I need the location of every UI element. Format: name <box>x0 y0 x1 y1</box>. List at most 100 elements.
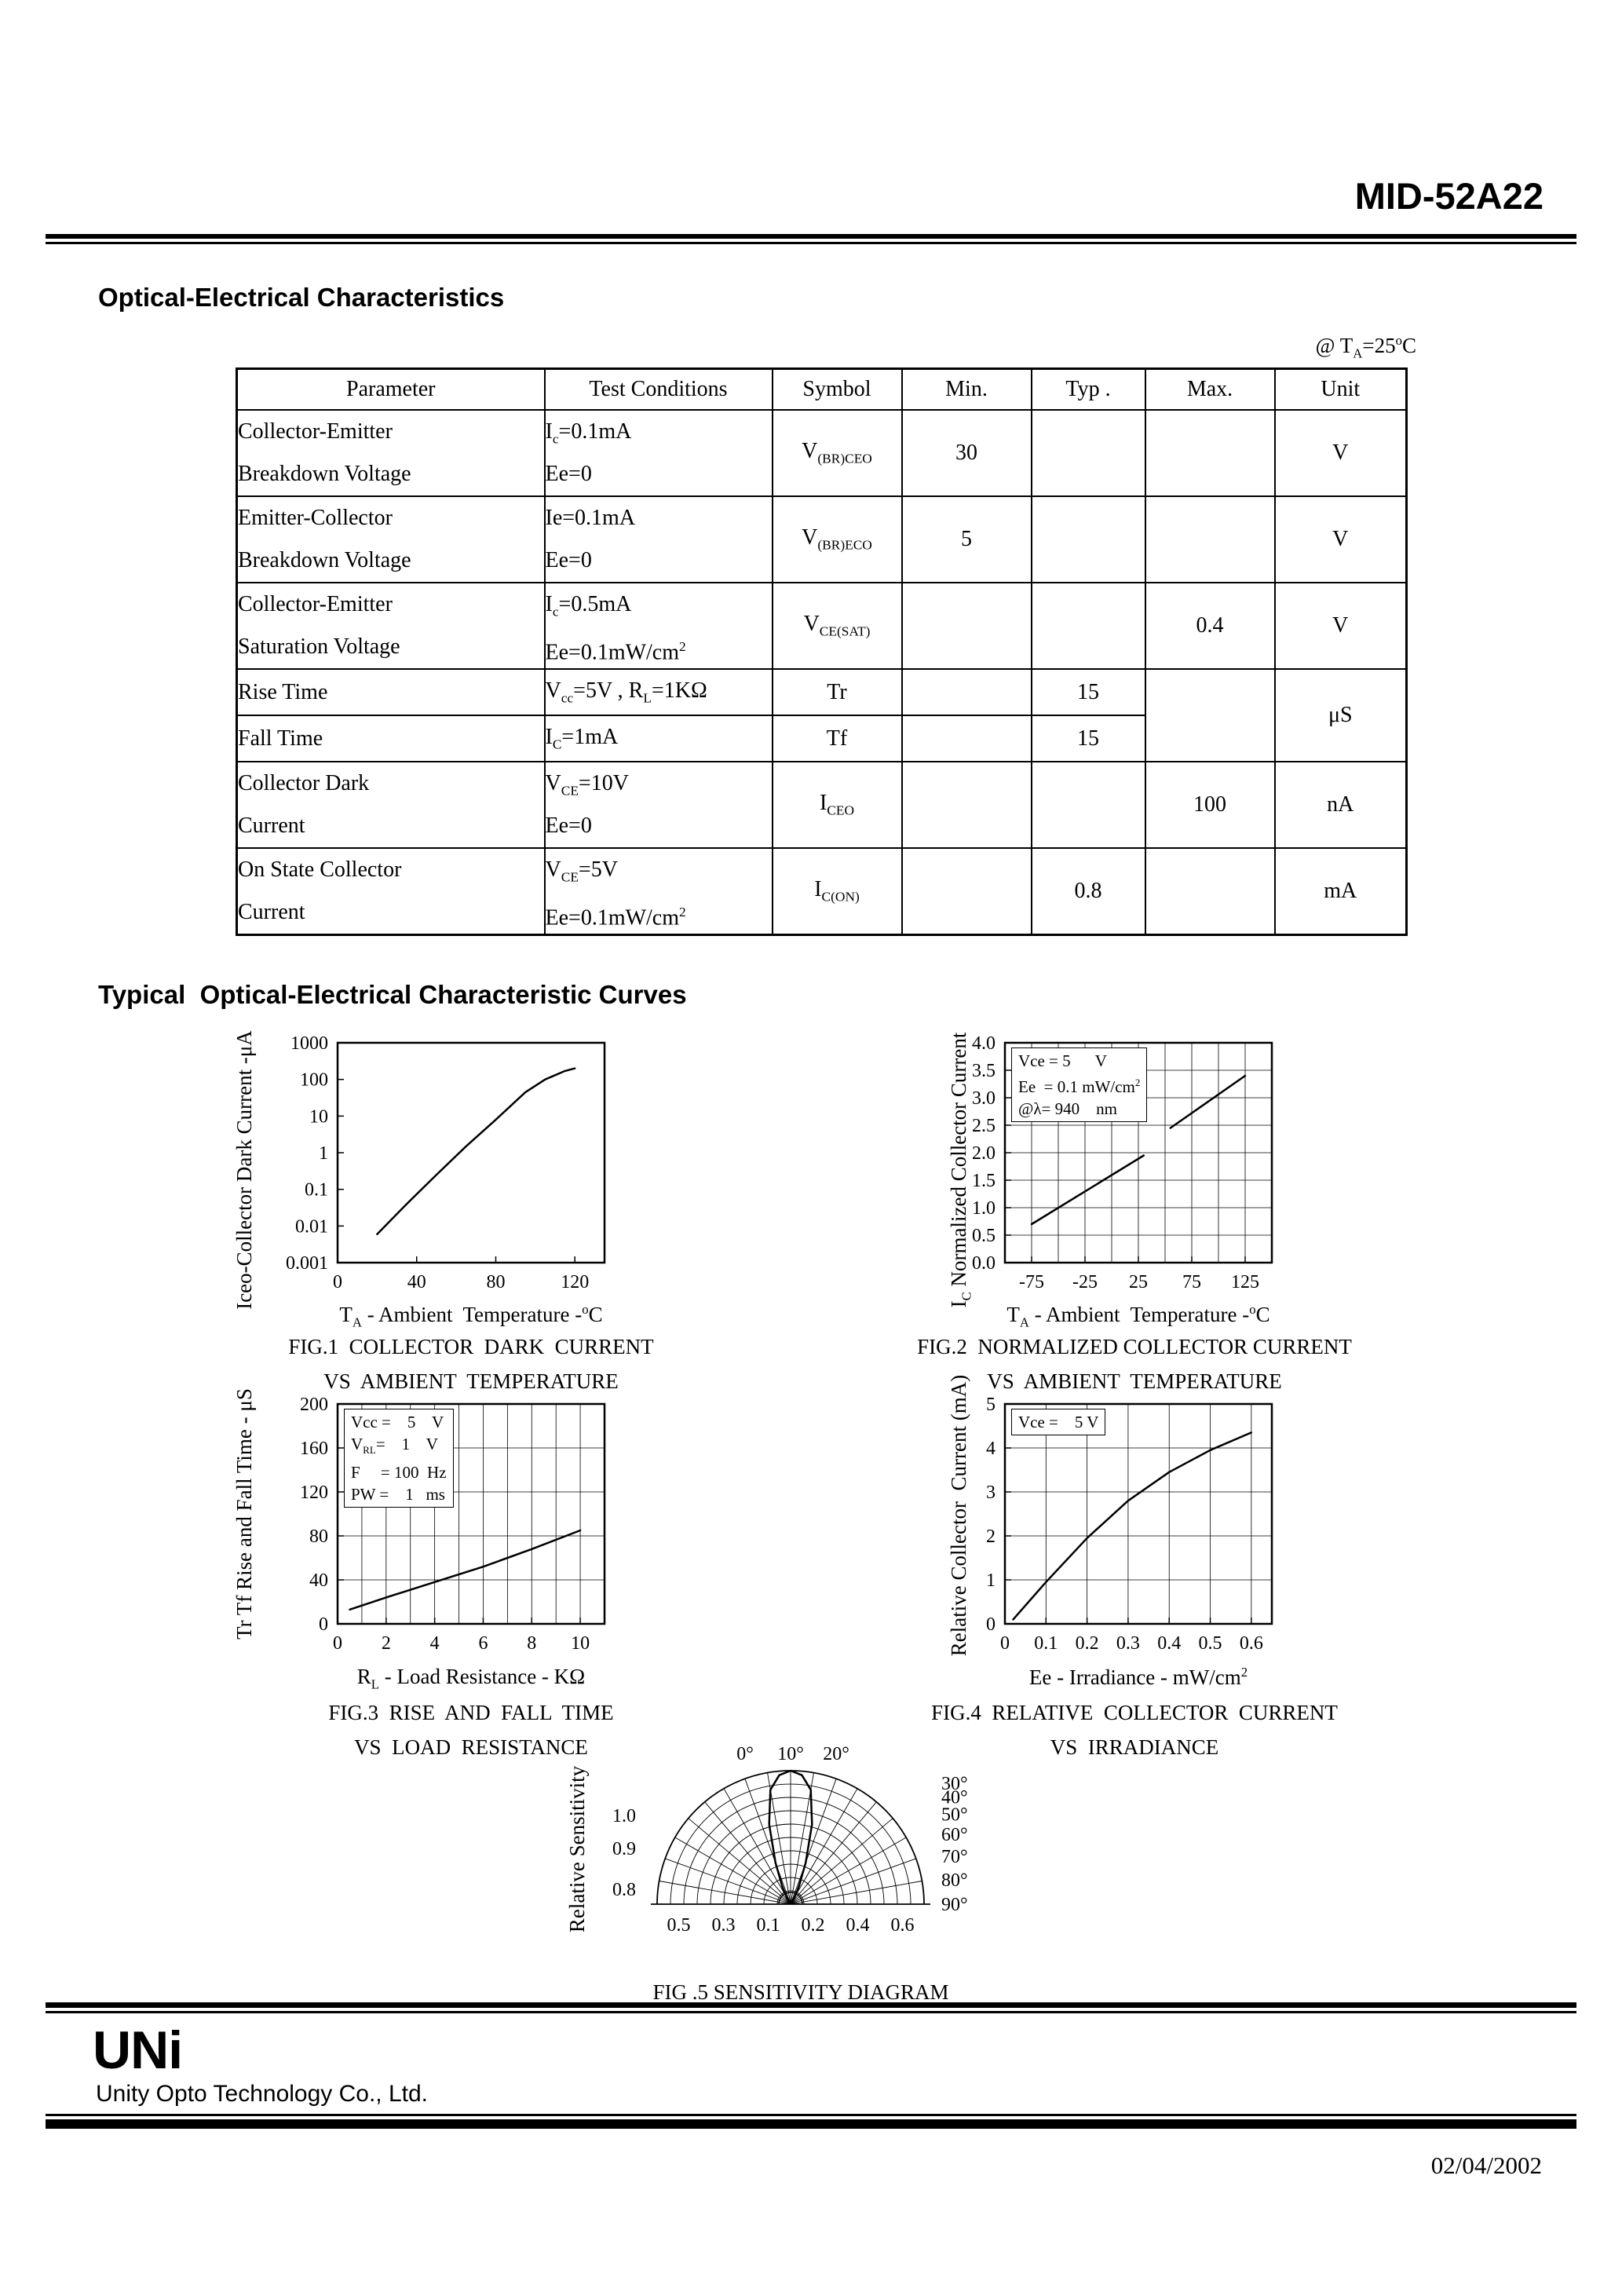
cell-parameter: Rise Time <box>236 668 546 716</box>
table-row: Fall Time IC=1mA Tf 15 <box>236 715 1407 762</box>
fig4-chart: 0 0.1 0.2 0.3 0.4 0.5 0.6 5 4 3 2 1 0 Vce = 5 V <box>926 1396 1295 1667</box>
section-title-characteristics: Optical-Electrical Characteristics <box>98 283 505 312</box>
fig4-x-axis-label: Ee - Irradiance - mW/cm2 <box>1028 1665 1248 1689</box>
cell-symbol: V(BR)ECO <box>771 495 903 583</box>
cell-min: 5 <box>901 495 1032 583</box>
svg-text:0.0: 0.0 <box>972 1253 995 1274</box>
test-condition-note: @ TA=25oC <box>1315 333 1416 361</box>
svg-text:1.0: 1.0 <box>612 1806 636 1826</box>
cell-symbol: ICEO <box>771 761 903 849</box>
fig5-sensitivity-diagram: 0° 10° 20° 30° 40° 50° 60° 70° 80° 90° 1.0 0.9 0.8 0.… <box>542 1716 1044 1979</box>
fig5-caption: FIG .5 SENSITIVITY DIAGRAM <box>652 1980 949 2004</box>
cell-conditions: Ie=0.1mA Ee=0 <box>543 495 773 583</box>
fig4-y-axis-label: Relative Collector Current (mA) <box>947 1374 970 1657</box>
fig2-annotation: Vce = 5 V Ee = 0.1 mW/cm2 @λ= 940 nm <box>1011 1047 1148 1122</box>
col-unit: Unit <box>1273 367 1408 411</box>
svg-text:80: 80 <box>486 1272 505 1292</box>
svg-text:30°: 30° <box>941 1774 968 1794</box>
svg-text:3.0: 3.0 <box>972 1088 995 1109</box>
svg-text:4.0: 4.0 <box>972 1035 995 1054</box>
svg-text:0.5: 0.5 <box>1199 1633 1222 1654</box>
fig2-caption-line2: VS AMBIENT TEMPERATURE <box>987 1369 1282 1393</box>
header-rule-light <box>46 242 1576 244</box>
col-parameter: Parameter <box>236 367 546 411</box>
svg-text:10: 10 <box>309 1106 328 1127</box>
cell-unit: V <box>1273 495 1408 583</box>
cell-parameter: Emitter-Collector Breakdown Voltage <box>236 495 546 583</box>
svg-text:60°: 60° <box>941 1825 968 1845</box>
svg-text:6: 6 <box>478 1633 488 1654</box>
cell-min: 30 <box>901 409 1032 497</box>
svg-text:0.2: 0.2 <box>802 1915 825 1936</box>
svg-text:3: 3 <box>986 1483 995 1503</box>
fig4-annotation: Vce = 5 V <box>1011 1409 1106 1435</box>
svg-text:1: 1 <box>986 1570 995 1591</box>
svg-text:80°: 80° <box>941 1870 968 1891</box>
svg-text:40: 40 <box>407 1272 426 1292</box>
svg-text:100: 100 <box>300 1070 328 1091</box>
table-row: On State Collector Current VCE=5V Ee=0.1… <box>236 847 1408 936</box>
cell-parameter: Fall Time <box>236 715 546 762</box>
svg-text:5: 5 <box>986 1396 995 1415</box>
svg-text:10: 10 <box>571 1633 590 1654</box>
svg-text:0.4: 0.4 <box>1157 1633 1181 1654</box>
cell-conditions: VCE=5V Ee=0.1mW/cm2 <box>543 847 773 936</box>
cell-symbol: V(BR)CEO <box>771 409 903 497</box>
svg-text:0.4: 0.4 <box>846 1915 870 1936</box>
header-rule-heavy <box>46 234 1576 239</box>
cell-typ: 15 <box>1030 715 1146 762</box>
cell-min <box>901 668 1032 716</box>
svg-text:0.1: 0.1 <box>757 1915 780 1936</box>
page-title: MID-52A22 <box>1354 175 1543 217</box>
svg-text:160: 160 <box>300 1439 328 1459</box>
svg-text:3.5: 3.5 <box>972 1061 995 1081</box>
col-min: Min. <box>901 367 1032 411</box>
footer-rule-top-light <box>46 2011 1576 2013</box>
svg-text:0.1: 0.1 <box>305 1180 328 1201</box>
svg-text:1.0: 1.0 <box>972 1198 995 1219</box>
svg-text:2: 2 <box>382 1633 391 1654</box>
table-row: Collector Dark Current VCE=10V Ee=0 ICEO… <box>236 761 1408 849</box>
cell-symbol: VCE(SAT) <box>771 582 903 670</box>
col-typ: Typ . <box>1030 367 1146 411</box>
fig3-x-axis-label: RL - Load Resistance - KΩ <box>356 1665 586 1692</box>
cell-min <box>901 582 1032 670</box>
cell-conditions: Ic=0.5mA Ee=0.1mW/cm2 <box>543 582 773 670</box>
cell-symbol: Tf <box>771 715 903 762</box>
cell-min <box>901 847 1032 936</box>
svg-text:2: 2 <box>986 1526 995 1547</box>
table-row: Collector-Emitter Saturation Voltage Ic=… <box>236 582 1408 670</box>
cell-max <box>1144 847 1276 936</box>
col-test-conditions: Test Conditions <box>543 367 773 411</box>
svg-text:120: 120 <box>300 1483 328 1503</box>
cell-parameter: Collector Dark Current <box>236 761 546 849</box>
svg-text:0.6: 0.6 <box>1240 1633 1263 1654</box>
cell-parameter: On State Collector Current <box>236 847 546 936</box>
cell-unit: nA <box>1273 761 1408 849</box>
svg-text:50°: 50° <box>941 1805 968 1826</box>
cell-unit: V <box>1273 582 1408 670</box>
fig3-y-axis-label: Tr Tf Rise and Fall Time - μS <box>232 1388 256 1640</box>
fig3-caption-line1: FIG.3 RISE AND FALL TIME <box>328 1701 614 1724</box>
fig2-chart: -75 -25 25 75 125 4.0 3.5 3.0 2.5 2.0 1.5 1.0 0.5 0.0… <box>926 1035 1295 1306</box>
svg-text:10°: 10° <box>777 1744 804 1764</box>
fig3-caption-line2: VS LOAD RESISTANCE <box>354 1735 588 1759</box>
svg-text:0.001: 0.001 <box>286 1253 328 1274</box>
svg-text:1000: 1000 <box>290 1035 328 1054</box>
cell-max <box>1144 668 1276 762</box>
table-row: Collector-Emitter Breakdown Voltage Ic=0… <box>236 409 1408 497</box>
fig2-caption-line1: FIG.2 NORMALIZED COLLECTOR CURRENT <box>917 1335 1352 1358</box>
svg-text:0.01: 0.01 <box>295 1216 328 1237</box>
table-header-row: Parameter Test Conditions Symbol Min. Ty… <box>236 367 1408 411</box>
document-date: 02/04/2002 <box>1430 2152 1542 2179</box>
cell-min <box>901 715 1032 762</box>
uni-logo: UNi <box>93 2020 183 2080</box>
fig2-y-axis-label: IC Normalized Collector Current <box>947 1032 974 1308</box>
svg-text:0.2: 0.2 <box>1076 1633 1099 1654</box>
cell-conditions: IC=1mA <box>543 715 773 762</box>
fig1-chart: 0 40 80 120 1000 100 10 1 0.1 0.01 0.001 <box>259 1035 628 1306</box>
svg-text:25: 25 <box>1129 1272 1148 1292</box>
characteristics-table: Parameter Test Conditions Symbol Min. Ty… <box>236 367 1408 936</box>
svg-text:0.3: 0.3 <box>1116 1633 1140 1654</box>
